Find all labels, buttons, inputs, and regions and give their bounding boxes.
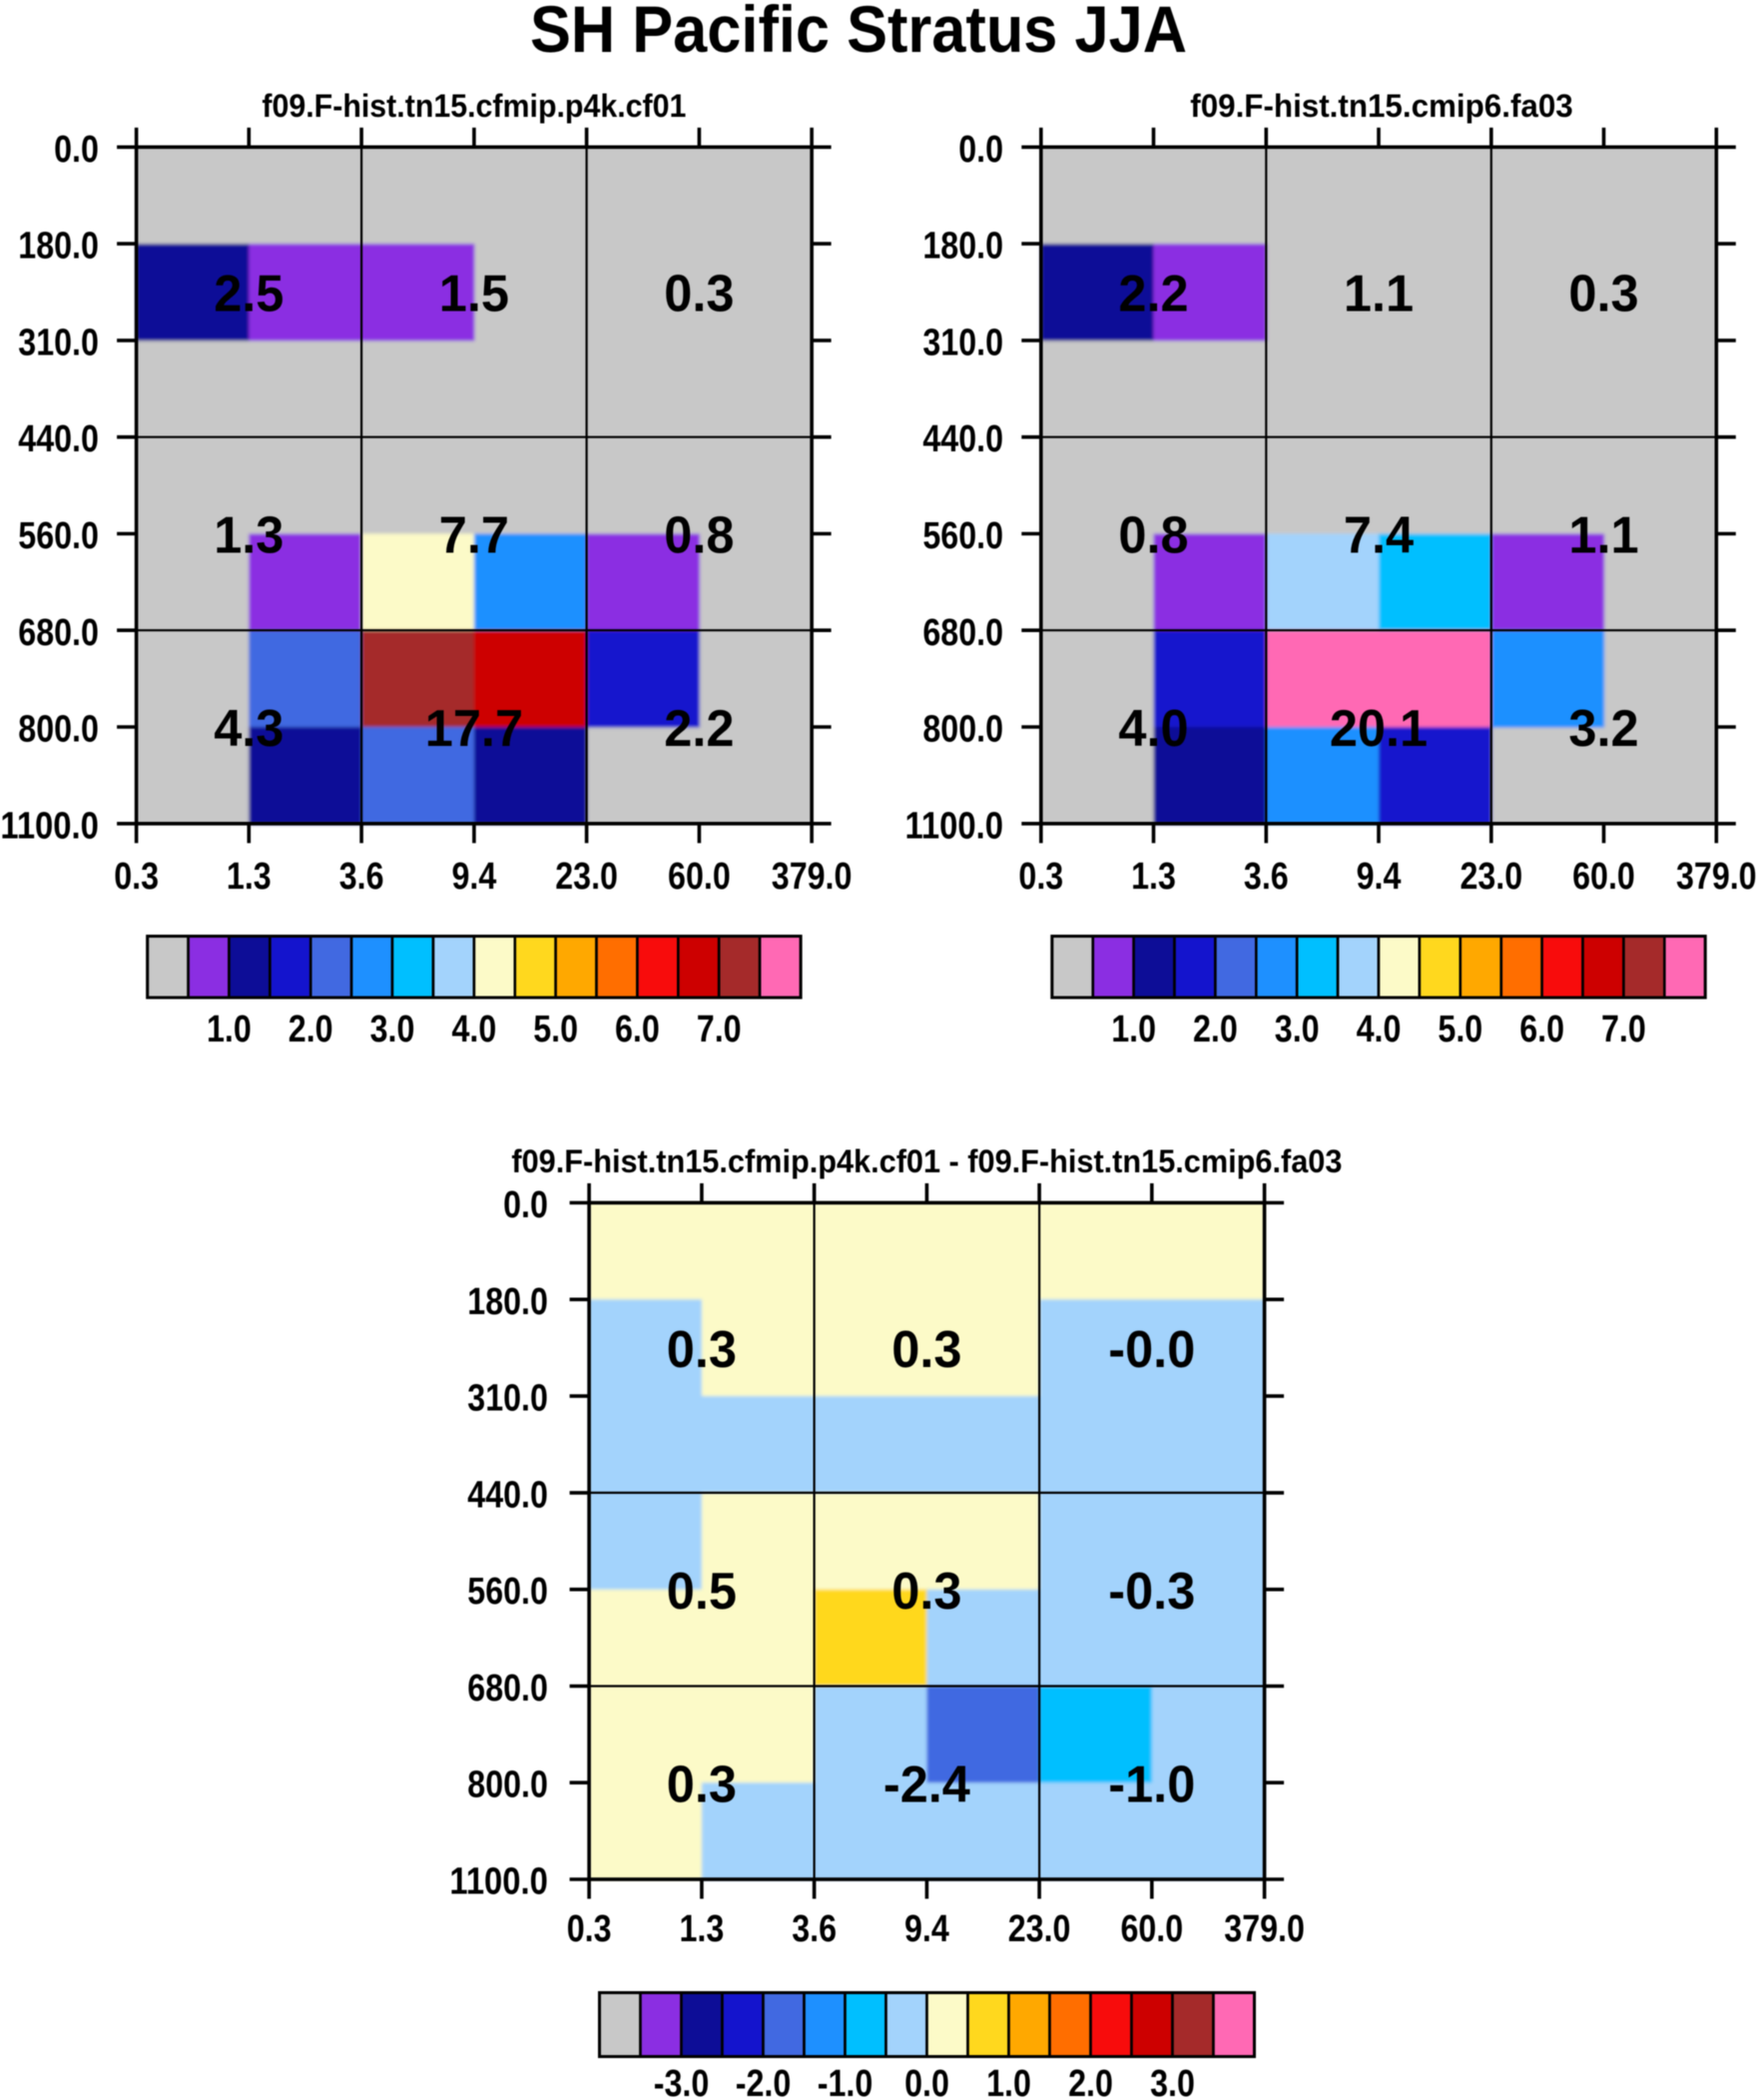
svg-text:0.8: 0.8 [664,507,734,565]
svg-text:6.0: 6.0 [1519,1009,1564,1050]
svg-text:4.0: 4.0 [452,1009,497,1050]
svg-text:2.5: 2.5 [214,266,284,324]
svg-text:9.4: 9.4 [904,1908,949,1950]
svg-text:0.0: 0.0 [54,129,99,171]
svg-text:SH Pacific Stratus JJA: SH Pacific Stratus JJA [530,0,1187,66]
svg-text:310.0: 310.0 [922,322,1003,363]
svg-text:310.0: 310.0 [467,1378,548,1420]
svg-text:0.3: 0.3 [667,1321,737,1379]
svg-text:20.1: 20.1 [1330,700,1428,758]
svg-text:0.5: 0.5 [667,1563,737,1621]
svg-text:60.0: 60.0 [1120,1908,1183,1950]
svg-text:4.0: 4.0 [1357,1009,1402,1050]
svg-text:180.0: 180.0 [922,226,1003,268]
svg-text:440.0: 440.0 [922,418,1003,460]
svg-text:0.3: 0.3 [114,856,159,898]
svg-text:0.8: 0.8 [1118,507,1188,565]
svg-text:17.7: 17.7 [425,700,523,758]
svg-text:379.0: 379.0 [1676,856,1757,898]
svg-text:23.0: 23.0 [555,856,618,898]
svg-text:1.3: 1.3 [1131,856,1176,898]
svg-text:3.6: 3.6 [339,856,384,898]
svg-text:180.0: 180.0 [18,226,99,268]
svg-text:440.0: 440.0 [467,1474,548,1516]
svg-text:7.7: 7.7 [439,507,509,565]
svg-text:0.0: 0.0 [958,129,1003,171]
svg-text:1.3: 1.3 [214,507,284,565]
svg-text:680.0: 680.0 [922,612,1003,654]
svg-text:1100.0: 1100.0 [905,805,1004,847]
svg-text:800.0: 800.0 [922,709,1003,751]
svg-text:1.0: 1.0 [1111,1009,1156,1050]
svg-text:0.3: 0.3 [567,1908,612,1950]
svg-text:680.0: 680.0 [18,612,99,654]
svg-text:1.3: 1.3 [227,856,272,898]
svg-text:7.4: 7.4 [1344,507,1414,565]
svg-text:800.0: 800.0 [18,709,99,751]
svg-text:1.3: 1.3 [680,1908,725,1950]
svg-text:-3.0: -3.0 [654,2063,710,2100]
svg-text:0.3: 0.3 [667,1755,737,1813]
svg-text:2.0: 2.0 [1068,2063,1113,2100]
svg-text:-1.0: -1.0 [818,2063,874,2100]
svg-text:6.0: 6.0 [615,1009,660,1050]
svg-text:5.0: 5.0 [533,1009,578,1050]
svg-text:1.1: 1.1 [1344,266,1414,324]
svg-text:0.3: 0.3 [1568,266,1638,324]
svg-text:560.0: 560.0 [922,515,1003,557]
svg-text:-2.0: -2.0 [736,2063,792,2100]
svg-text:9.4: 9.4 [1357,856,1402,898]
svg-text:23.0: 23.0 [1008,1908,1071,1950]
svg-text:560.0: 560.0 [18,515,99,557]
svg-text:800.0: 800.0 [467,1764,548,1806]
svg-text:0.3: 0.3 [664,266,734,324]
svg-text:0.3: 0.3 [1018,856,1063,898]
svg-text:1.0: 1.0 [986,2063,1031,2100]
svg-text:0.3: 0.3 [891,1321,961,1379]
svg-text:2.0: 2.0 [289,1009,333,1050]
svg-text:23.0: 23.0 [1460,856,1522,898]
svg-text:f09.F-hist.tn15.cfmip.p4k.cf01: f09.F-hist.tn15.cfmip.p4k.cf01 [262,88,686,124]
svg-text:3.6: 3.6 [1244,856,1289,898]
svg-text:3.0: 3.0 [1150,2063,1195,2100]
svg-text:7.0: 7.0 [697,1009,742,1050]
svg-text:5.0: 5.0 [1438,1009,1482,1050]
svg-text:3.6: 3.6 [792,1908,837,1950]
svg-text:379.0: 379.0 [772,856,853,898]
svg-text:2.2: 2.2 [1118,266,1188,324]
svg-text:2.0: 2.0 [1193,1009,1238,1050]
svg-text:3.0: 3.0 [370,1009,415,1050]
svg-text:680.0: 680.0 [467,1668,548,1710]
svg-text:310.0: 310.0 [18,322,99,363]
svg-text:1100.0: 1100.0 [449,1861,548,1903]
svg-text:3.0: 3.0 [1275,1009,1320,1050]
svg-text:3.2: 3.2 [1568,700,1638,758]
svg-text:-0.0: -0.0 [1108,1321,1195,1379]
svg-text:0.0: 0.0 [503,1184,548,1226]
svg-text:-1.0: -1.0 [1108,1755,1195,1813]
svg-text:2.2: 2.2 [664,700,734,758]
svg-text:1.0: 1.0 [207,1009,252,1050]
svg-text:379.0: 379.0 [1224,1908,1305,1950]
svg-text:60.0: 60.0 [1572,856,1635,898]
svg-text:60.0: 60.0 [668,856,731,898]
svg-text:4.0: 4.0 [1118,700,1188,758]
svg-text:180.0: 180.0 [467,1281,548,1323]
svg-text:-2.4: -2.4 [883,1755,970,1813]
svg-text:440.0: 440.0 [18,418,99,460]
svg-text:9.4: 9.4 [452,856,497,898]
svg-text:0.0: 0.0 [904,2063,949,2100]
svg-text:1.5: 1.5 [439,266,509,324]
svg-text:1.1: 1.1 [1568,507,1638,565]
svg-text:7.0: 7.0 [1601,1009,1646,1050]
svg-text:1100.0: 1100.0 [0,805,99,847]
svg-text:f09.F-hist.tn15.cfmip.p4k.cf01: f09.F-hist.tn15.cfmip.p4k.cf01 - f09.F-h… [511,1143,1342,1179]
svg-text:f09.F-hist.tn15.cmip6.fa03: f09.F-hist.tn15.cmip6.fa03 [1190,88,1573,124]
svg-text:-0.3: -0.3 [1108,1563,1195,1621]
svg-text:560.0: 560.0 [467,1571,548,1613]
svg-text:4.3: 4.3 [214,700,284,758]
svg-text:0.3: 0.3 [891,1563,961,1621]
